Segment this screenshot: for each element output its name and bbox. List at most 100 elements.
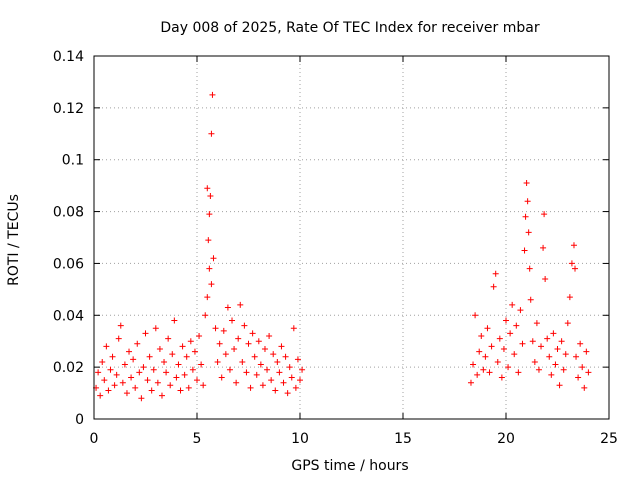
data-point <box>165 335 172 342</box>
data-point <box>540 244 547 251</box>
data-point <box>121 361 128 368</box>
y-tick-label: 0.04 <box>53 308 84 324</box>
data-point <box>286 364 293 371</box>
data-point <box>585 369 592 376</box>
data-point <box>140 364 147 371</box>
data-point <box>146 353 153 360</box>
data-point <box>243 369 250 376</box>
data-point <box>105 387 112 394</box>
data-point <box>522 213 529 220</box>
data-point <box>150 366 157 373</box>
data-point <box>558 338 565 345</box>
y-tick-label: 0.14 <box>53 49 84 65</box>
x-tick-label: 5 <box>193 431 202 447</box>
data-point <box>231 345 238 352</box>
data-point <box>494 358 501 365</box>
data-point <box>486 369 493 376</box>
data-point <box>560 366 567 373</box>
data-point <box>220 327 227 334</box>
x-tick-label: 20 <box>497 431 515 447</box>
data-point <box>500 345 507 352</box>
data-point <box>251 353 258 360</box>
data-point <box>523 180 530 187</box>
data-point <box>472 312 479 319</box>
data-point <box>515 369 522 376</box>
x-tick-label: 10 <box>291 431 309 447</box>
data-point <box>288 374 295 381</box>
data-point <box>513 322 520 329</box>
data-point <box>198 361 205 368</box>
x-axis-label: GPS time / hours <box>291 458 408 474</box>
data-point <box>474 371 481 378</box>
data-point <box>161 358 168 365</box>
data-point <box>107 366 114 373</box>
data-point <box>233 379 240 386</box>
data-point <box>290 325 297 332</box>
data-point <box>253 371 260 378</box>
data-point <box>247 384 254 391</box>
ticks-layer: 0 0.02 0.04 0.06 0.08 0.1 0.12 0.14 0 5 10 15 20 25 <box>53 49 618 447</box>
data-point <box>482 353 489 360</box>
data-point <box>205 237 212 244</box>
data-point <box>552 361 559 368</box>
data-point <box>142 330 149 337</box>
data-point <box>280 379 287 386</box>
data-point <box>525 229 532 236</box>
data-point <box>128 374 135 381</box>
data-point <box>259 382 266 389</box>
data-point <box>187 338 194 345</box>
data-point <box>276 369 283 376</box>
data-point <box>562 351 569 358</box>
data-point <box>204 185 211 192</box>
data-point <box>226 366 233 373</box>
data-point <box>579 364 586 371</box>
data-point <box>132 384 139 391</box>
data-point <box>554 345 561 352</box>
data-point <box>167 382 174 389</box>
data-point <box>544 335 551 342</box>
data-point <box>95 369 102 376</box>
data-point <box>109 353 116 360</box>
data-point <box>123 390 130 397</box>
data-point <box>154 379 161 386</box>
y-tick-label: 0.12 <box>53 101 84 117</box>
data-point <box>207 193 214 200</box>
x-tick-label: 25 <box>600 431 618 447</box>
data-point <box>185 384 192 391</box>
data-point <box>241 322 248 329</box>
data-point <box>478 333 485 340</box>
data-point <box>173 374 180 381</box>
data-point <box>583 348 590 355</box>
data-point <box>546 353 553 360</box>
data-point <box>208 130 215 137</box>
data-point <box>152 325 159 332</box>
data-point <box>218 374 225 381</box>
data-point <box>214 358 221 365</box>
y-tick-label: 0.08 <box>53 205 84 221</box>
data-point <box>237 301 244 308</box>
data-point <box>297 377 303 384</box>
data-point <box>119 379 126 386</box>
data-point <box>179 343 186 350</box>
data-point <box>521 247 528 254</box>
data-point <box>573 353 580 360</box>
data-point <box>136 369 143 376</box>
data-point <box>272 387 279 394</box>
data-point <box>206 211 213 218</box>
data-point <box>196 333 203 340</box>
data-point <box>270 351 277 358</box>
data-point <box>264 366 271 373</box>
x-tick-label: 0 <box>90 431 99 447</box>
data-point <box>550 330 557 337</box>
data-point <box>111 382 118 389</box>
data-point <box>299 366 306 373</box>
data-point <box>97 392 104 399</box>
data-point <box>511 351 518 358</box>
data-point <box>183 353 190 360</box>
data-point <box>239 358 246 365</box>
data-point <box>200 382 207 389</box>
data-point <box>529 338 536 345</box>
chart-title: Day 008 of 2025, Rate Of TEC Index for r… <box>160 20 539 36</box>
data-point <box>117 322 124 329</box>
